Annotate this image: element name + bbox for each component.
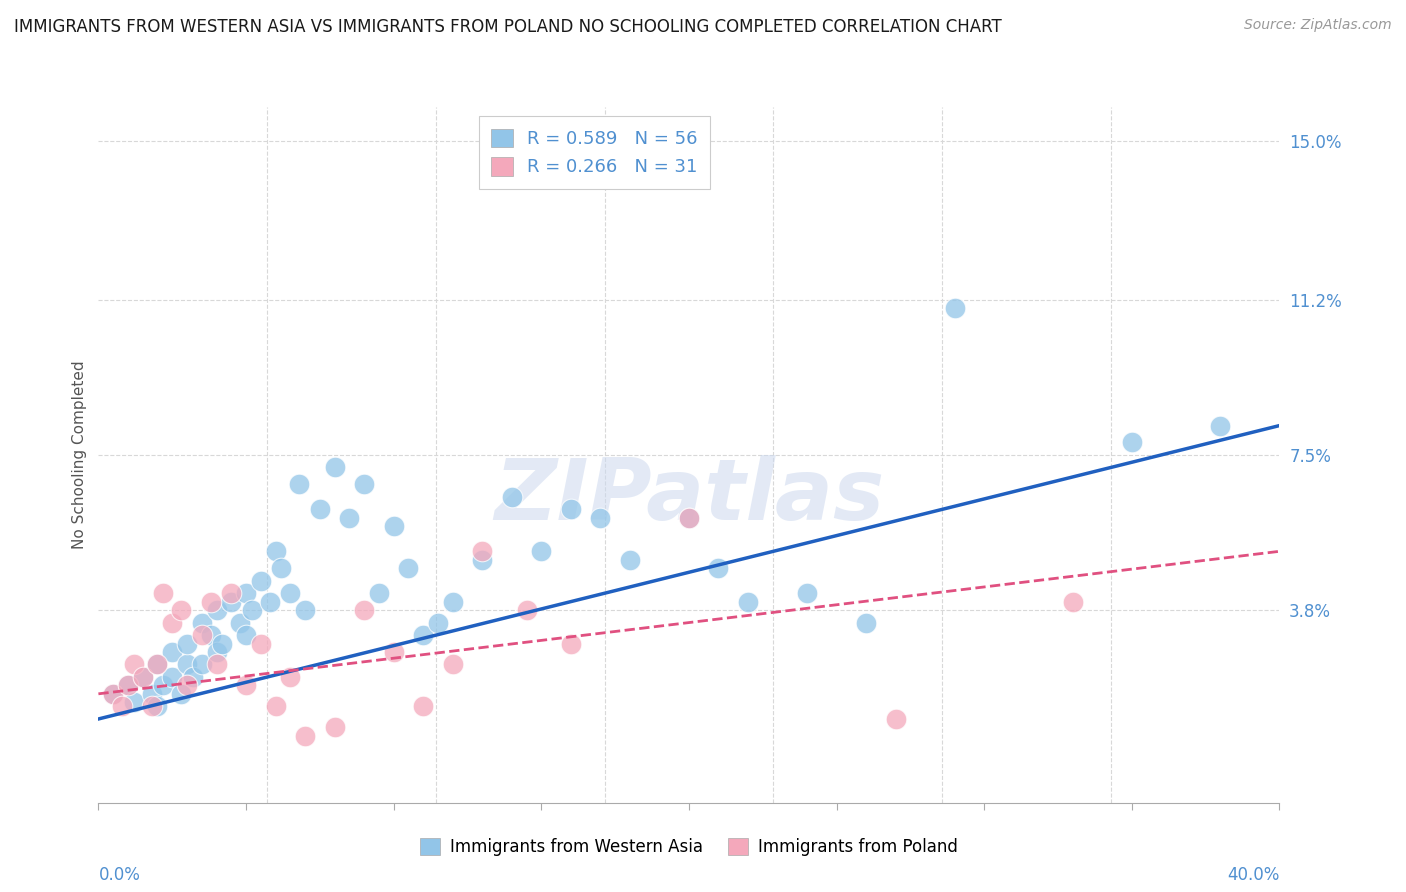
Point xyxy=(278,586,302,600)
Point xyxy=(309,502,332,516)
Point xyxy=(250,636,273,650)
Point xyxy=(471,552,494,566)
Point xyxy=(1209,418,1232,433)
Point xyxy=(146,657,169,672)
Point xyxy=(530,544,553,558)
Point xyxy=(943,301,966,316)
Point xyxy=(471,544,494,558)
Point xyxy=(103,687,125,701)
Point xyxy=(560,636,582,650)
Point xyxy=(162,615,183,630)
Point xyxy=(1062,594,1084,608)
Point xyxy=(152,678,174,692)
Point xyxy=(515,603,537,617)
Point xyxy=(117,678,139,692)
Point xyxy=(103,687,125,701)
Point xyxy=(678,510,700,524)
Point xyxy=(737,594,759,608)
Point xyxy=(264,699,287,714)
Point xyxy=(162,670,183,684)
Legend: Immigrants from Western Asia, Immigrants from Poland: Immigrants from Western Asia, Immigrants… xyxy=(412,830,966,864)
Point xyxy=(441,594,464,608)
Point xyxy=(170,687,193,701)
Point xyxy=(1121,435,1143,450)
Point xyxy=(211,636,233,650)
Point xyxy=(229,615,252,630)
Point xyxy=(152,586,174,600)
Point xyxy=(259,594,281,608)
Point xyxy=(796,586,818,600)
Point xyxy=(191,615,214,630)
Point xyxy=(219,586,242,600)
Point xyxy=(200,594,222,608)
Point xyxy=(122,695,145,709)
Point xyxy=(235,678,257,692)
Point xyxy=(191,657,214,672)
Point xyxy=(323,720,346,734)
Point xyxy=(353,603,375,617)
Point xyxy=(146,699,169,714)
Point xyxy=(412,628,434,642)
Point xyxy=(294,603,316,617)
Point xyxy=(288,477,311,491)
Point xyxy=(323,460,346,475)
Text: 40.0%: 40.0% xyxy=(1227,865,1279,884)
Y-axis label: No Schooling Completed: No Schooling Completed xyxy=(72,360,87,549)
Point xyxy=(181,670,204,684)
Point xyxy=(396,561,419,575)
Point xyxy=(368,586,391,600)
Point xyxy=(176,678,198,692)
Point xyxy=(235,586,257,600)
Point xyxy=(707,561,730,575)
Point xyxy=(122,657,145,672)
Text: IMMIGRANTS FROM WESTERN ASIA VS IMMIGRANTS FROM POLAND NO SCHOOLING COMPLETED CO: IMMIGRANTS FROM WESTERN ASIA VS IMMIGRAN… xyxy=(14,18,1002,36)
Point xyxy=(412,699,434,714)
Point xyxy=(191,628,214,642)
Point xyxy=(589,510,612,524)
Point xyxy=(132,670,155,684)
Point xyxy=(441,657,464,672)
Point xyxy=(270,561,292,575)
Point xyxy=(205,645,228,659)
Point xyxy=(176,657,198,672)
Point xyxy=(205,657,228,672)
Point xyxy=(427,615,450,630)
Point xyxy=(619,552,641,566)
Point xyxy=(250,574,273,588)
Point xyxy=(294,729,316,743)
Point xyxy=(264,544,287,558)
Point xyxy=(132,670,155,684)
Text: 0.0%: 0.0% xyxy=(98,865,141,884)
Point xyxy=(205,603,228,617)
Point xyxy=(235,628,257,642)
Point xyxy=(560,502,582,516)
Point xyxy=(162,645,183,659)
Point xyxy=(117,678,139,692)
Point xyxy=(240,603,263,617)
Point xyxy=(111,699,134,714)
Point xyxy=(382,645,405,659)
Point xyxy=(339,510,360,524)
Point xyxy=(678,510,700,524)
Point xyxy=(353,477,375,491)
Point xyxy=(382,519,405,533)
Point xyxy=(170,603,193,617)
Point xyxy=(884,712,907,726)
Text: ZIPatlas: ZIPatlas xyxy=(494,455,884,538)
Point xyxy=(141,699,163,714)
Point xyxy=(200,628,222,642)
Point xyxy=(855,615,877,630)
Point xyxy=(219,594,242,608)
Point xyxy=(501,490,523,504)
Point xyxy=(278,670,302,684)
Point xyxy=(141,687,163,701)
Point xyxy=(176,636,198,650)
Text: Source: ZipAtlas.com: Source: ZipAtlas.com xyxy=(1244,18,1392,32)
Point xyxy=(146,657,169,672)
